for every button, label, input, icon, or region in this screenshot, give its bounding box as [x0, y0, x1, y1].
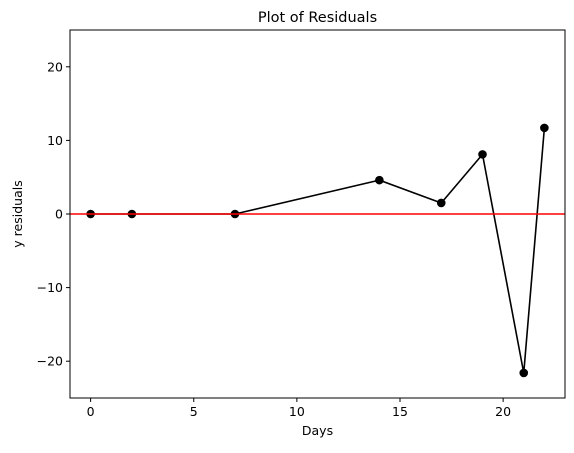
y-axis-ticks: −20 −10 0 10 20 [37, 59, 70, 369]
x-tick-label: 5 [190, 404, 198, 419]
y-tick-label: −20 [37, 354, 63, 369]
y-tick-label: 20 [47, 59, 63, 74]
x-tick-label: 10 [289, 404, 305, 419]
data-point [478, 150, 487, 159]
data-point [540, 123, 549, 133]
y-axis-title: y residuals [10, 180, 25, 247]
x-tick-label: 15 [392, 404, 408, 419]
x-tick-label: 0 [87, 404, 95, 419]
data-point [436, 198, 446, 208]
y-tick-label: 10 [47, 133, 63, 148]
plot-frame [69, 29, 566, 399]
y-tick-label: −10 [37, 280, 63, 295]
x-tick-label: 20 [495, 404, 511, 419]
x-axis-ticks: 0 5 10 15 20 [87, 398, 511, 419]
y-tick-label: 0 [55, 207, 63, 222]
chart-title: Plot of Residuals [258, 10, 377, 26]
x-axis-title: Days [302, 423, 333, 438]
data-point [375, 175, 384, 185]
data-point [519, 368, 529, 378]
